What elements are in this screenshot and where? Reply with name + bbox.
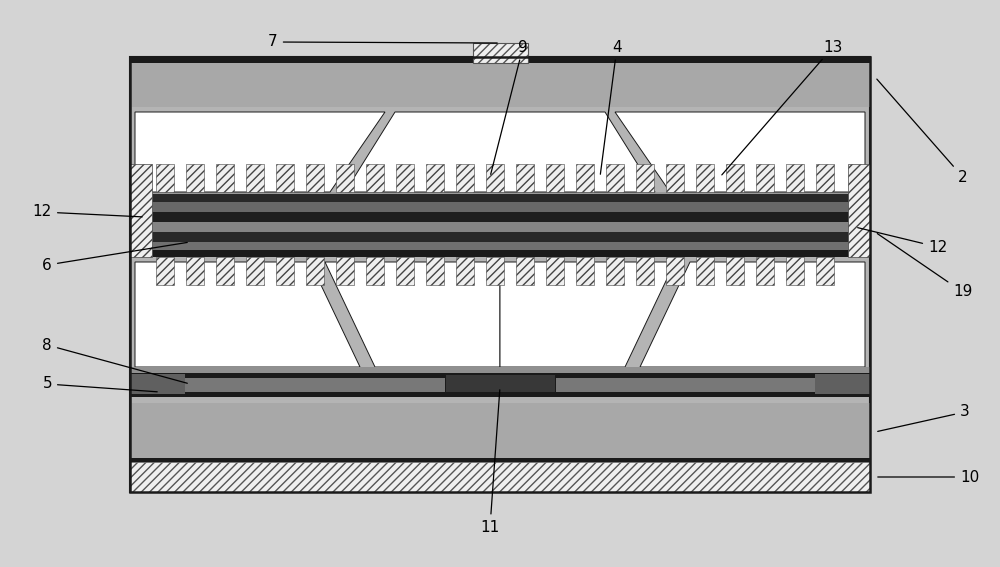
Bar xyxy=(546,164,564,192)
Bar xyxy=(130,164,152,257)
Text: 9: 9 xyxy=(491,40,528,174)
Bar xyxy=(445,374,555,392)
Bar xyxy=(130,392,870,397)
Bar xyxy=(366,257,384,285)
Bar xyxy=(276,164,294,192)
Bar xyxy=(726,164,744,192)
Bar xyxy=(130,458,870,462)
Bar xyxy=(130,194,870,202)
Bar xyxy=(156,257,174,285)
Text: 8: 8 xyxy=(42,337,187,383)
Bar xyxy=(516,164,534,192)
Bar xyxy=(786,257,804,285)
Bar xyxy=(516,257,534,285)
Polygon shape xyxy=(640,262,865,367)
Bar xyxy=(486,257,504,285)
Bar xyxy=(130,202,870,212)
Text: 7: 7 xyxy=(268,35,497,49)
Bar xyxy=(636,164,654,192)
Bar xyxy=(306,257,324,285)
Bar xyxy=(396,164,414,192)
Bar xyxy=(130,378,870,392)
Bar xyxy=(576,164,594,192)
Bar xyxy=(473,43,528,63)
Text: 10: 10 xyxy=(878,469,979,484)
Bar xyxy=(815,374,870,394)
Text: 3: 3 xyxy=(878,404,970,431)
Bar xyxy=(546,257,564,285)
Bar xyxy=(366,164,384,192)
Bar xyxy=(848,164,870,257)
Text: 6: 6 xyxy=(42,243,187,273)
Polygon shape xyxy=(500,262,675,367)
Bar xyxy=(130,57,870,107)
Bar xyxy=(186,257,204,285)
Bar xyxy=(130,57,870,492)
Bar xyxy=(726,257,744,285)
Polygon shape xyxy=(135,262,360,367)
Bar xyxy=(756,257,774,285)
Bar xyxy=(426,164,444,192)
Text: 13: 13 xyxy=(722,40,843,175)
Bar xyxy=(130,373,870,378)
Bar xyxy=(216,164,234,192)
Bar xyxy=(246,164,264,192)
Bar xyxy=(130,232,870,242)
Polygon shape xyxy=(345,112,655,192)
Bar xyxy=(636,257,654,285)
Bar xyxy=(130,57,870,492)
Bar xyxy=(130,462,870,492)
Bar xyxy=(756,164,774,192)
Polygon shape xyxy=(325,262,500,367)
Bar xyxy=(816,164,834,192)
Text: 5: 5 xyxy=(42,376,157,392)
Bar xyxy=(130,250,870,257)
Bar xyxy=(336,164,354,192)
Text: 19: 19 xyxy=(877,234,972,299)
Bar xyxy=(186,164,204,192)
Bar xyxy=(666,257,684,285)
Bar xyxy=(336,257,354,285)
Bar xyxy=(696,257,714,285)
Bar xyxy=(246,257,264,285)
Bar xyxy=(456,164,474,192)
Bar xyxy=(276,257,294,285)
Bar xyxy=(130,242,870,250)
Polygon shape xyxy=(135,112,385,192)
Bar xyxy=(130,192,870,257)
Bar xyxy=(306,164,324,192)
Bar xyxy=(606,257,624,285)
Bar xyxy=(216,257,234,285)
Bar xyxy=(130,374,185,394)
Bar xyxy=(456,257,474,285)
Bar xyxy=(130,222,870,232)
Text: 11: 11 xyxy=(480,390,500,535)
Bar xyxy=(426,257,444,285)
Text: 4: 4 xyxy=(600,40,622,174)
Bar xyxy=(396,257,414,285)
Bar xyxy=(606,164,624,192)
Polygon shape xyxy=(615,112,865,192)
Bar xyxy=(130,212,870,222)
Bar xyxy=(156,164,174,192)
Bar xyxy=(486,164,504,192)
Text: 2: 2 xyxy=(877,79,968,184)
Text: 12: 12 xyxy=(858,228,947,255)
Bar xyxy=(696,164,714,192)
Bar xyxy=(576,257,594,285)
Bar xyxy=(130,403,870,458)
Text: 12: 12 xyxy=(33,205,142,219)
Bar xyxy=(786,164,804,192)
Bar xyxy=(130,57,870,63)
Bar xyxy=(130,367,870,373)
Bar xyxy=(666,164,684,192)
Bar xyxy=(816,257,834,285)
